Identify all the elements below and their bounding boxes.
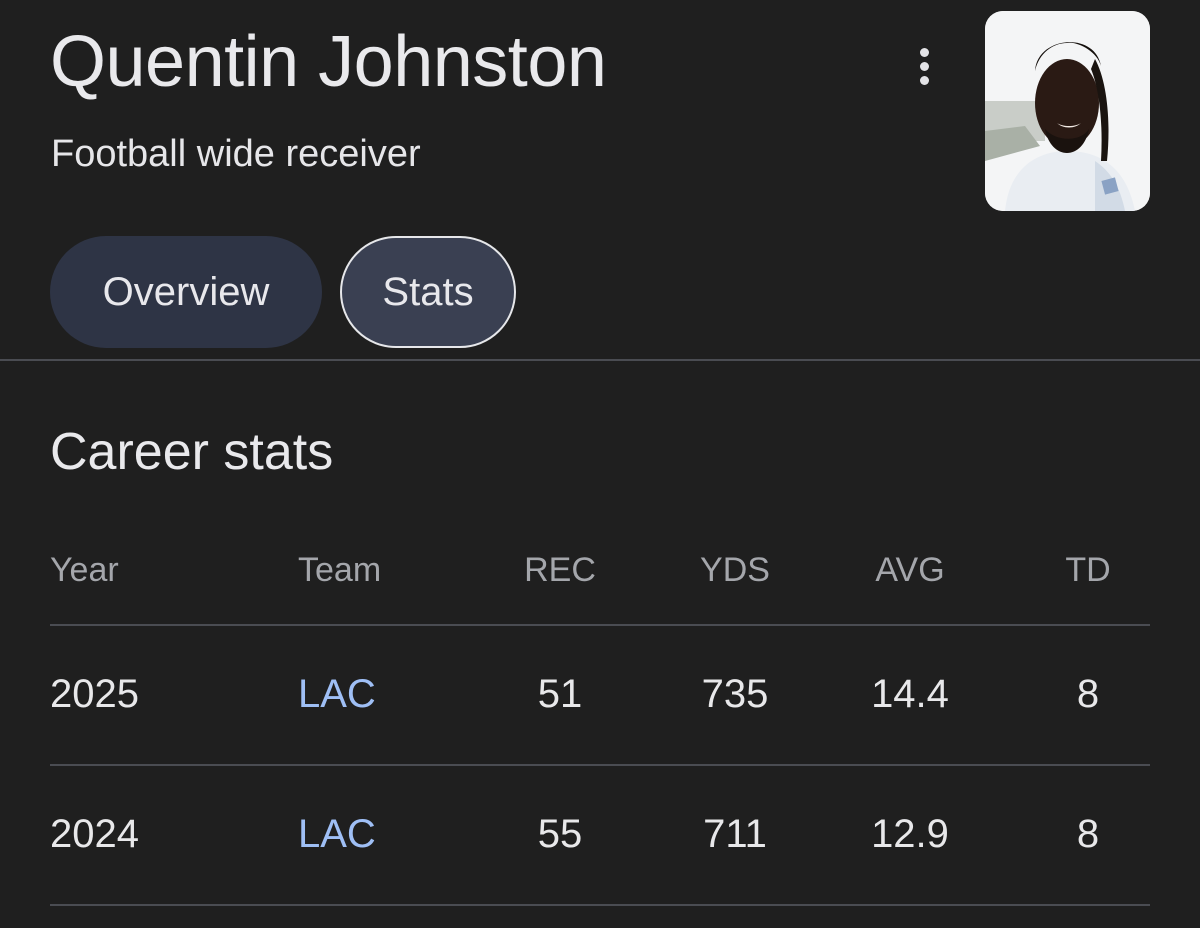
row-divider [50,904,1150,906]
cell-yds: 735 [701,671,769,716]
table-row: 2025 LAC 51 735 14.4 8 [50,626,1150,766]
cell-td: 8 [1076,671,1100,716]
column-header-yds: YDS [700,550,770,589]
table-header-row: Year Team REC YDS AVG TD [50,530,1150,626]
more-options-button[interactable] [900,42,948,90]
cell-year: 2025 [50,671,139,716]
row-divider [50,764,1150,766]
row-divider [50,624,1150,626]
cell-rec: 55 [537,811,583,856]
section-divider [0,359,1200,361]
player-photo[interactable] [985,11,1150,211]
table-row: 2024 LAC 55 711 12.9 8 [50,766,1150,906]
tab-bar: Overview Stats [50,236,516,348]
tab-overview[interactable]: Overview [50,236,322,348]
more-vert-icon [919,47,929,57]
page-title: Quentin Johnston [50,22,607,102]
column-header-team: Team [298,550,382,589]
team-link[interactable]: LAC [298,811,376,856]
cell-td: 8 [1076,811,1100,856]
team-link[interactable]: LAC [298,671,376,716]
cell-avg: 12.9 [871,811,949,856]
more-vert-icon-dot [919,75,929,85]
career-stats-table: Year Team REC YDS AVG TD 2025 LAC 51 735… [50,530,1150,906]
career-stats-heading: Career stats [50,423,334,481]
tab-stats[interactable]: Stats [340,236,516,348]
entity-description: Football wide receiver [51,133,421,175]
column-header-year: Year [50,550,119,589]
player-photo-graphic [985,11,1150,211]
column-header-td: TD [1065,550,1111,589]
cell-year: 2024 [50,811,139,856]
cell-yds: 711 [703,811,767,856]
column-header-avg: AVG [875,550,945,589]
cell-avg: 14.4 [871,671,949,716]
column-header-rec: REC [524,550,596,589]
cell-rec: 51 [537,671,583,716]
more-vert-icon-dot [919,61,929,71]
